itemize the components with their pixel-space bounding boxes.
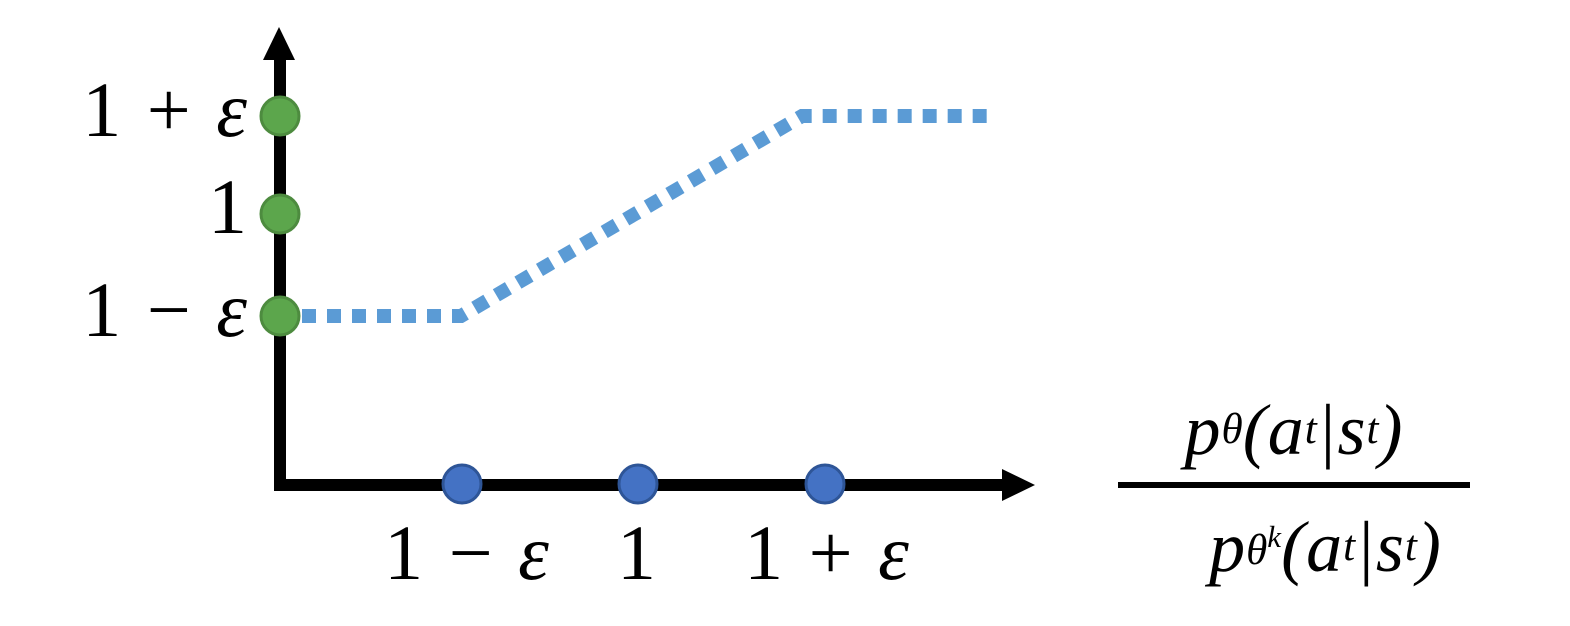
x-axis-dot: [441, 463, 483, 505]
tick-text: 1: [617, 509, 659, 596]
y-axis-dot: [259, 95, 301, 137]
x-axis-label-fraction: p θ(a t | s t) p θk(a t | s t): [1118, 378, 1533, 606]
epsilon-symbol: ε: [216, 66, 250, 153]
clipped-ratio-line: [302, 109, 987, 323]
t-subscript: t: [1366, 406, 1379, 454]
p-symbol: p: [1209, 507, 1247, 587]
x-axis-dot: [804, 463, 846, 505]
t-subscript: t: [1304, 406, 1317, 454]
tick-text: 1 −: [82, 266, 217, 353]
y-axis-dot: [259, 193, 301, 235]
y-tick-label-1: 1: [0, 168, 250, 246]
a-symbol: a: [1306, 507, 1344, 587]
tick-text: 1 +: [82, 66, 217, 153]
close-paren: ): [1416, 507, 1442, 587]
tick-text: 1 +: [744, 509, 879, 596]
open-paren: (: [1281, 507, 1307, 587]
close-paren: ): [1378, 390, 1404, 470]
a-symbol: a: [1267, 390, 1305, 470]
fraction-bar: [1118, 482, 1470, 488]
fraction-denominator: p θk(a t | s t): [1118, 488, 1533, 606]
t-subscript: t: [1343, 523, 1356, 571]
epsilon-symbol: ε: [216, 266, 250, 353]
conditional-bar: |: [1355, 507, 1376, 587]
y-tick-label-1-minus-eps: 1 − ε: [0, 271, 250, 349]
conditional-bar: |: [1316, 390, 1338, 470]
y-axis-arrow-icon: [263, 27, 295, 60]
theta-k-subscript: θk: [1246, 521, 1281, 572]
epsilon-symbol: ε: [878, 509, 912, 596]
x-tick-label-1-minus-eps: 1 − ε: [384, 514, 552, 592]
s-symbol: s: [1375, 507, 1405, 587]
fraction-numerator: p θ(a t | s t): [1118, 378, 1470, 482]
s-symbol: s: [1337, 390, 1367, 470]
t-subscript: t: [1404, 523, 1417, 571]
k-superscript: k: [1267, 519, 1282, 555]
theta-symbol: θ: [1246, 527, 1268, 575]
x-axis-dots-group: [441, 463, 846, 505]
x-tick-label-1: 1: [617, 514, 659, 592]
epsilon-symbol: ε: [518, 509, 552, 596]
tick-text: 1: [208, 163, 250, 250]
x-axis-arrow-icon: [1002, 469, 1035, 501]
y-tick-label-1-plus-eps: 1 + ε: [0, 71, 250, 149]
open-paren: (: [1242, 390, 1268, 470]
y-axis-dot: [259, 295, 301, 337]
x-axis-dot: [617, 463, 659, 505]
p-symbol: p: [1184, 390, 1222, 470]
x-tick-label-1-plus-eps: 1 + ε: [744, 514, 912, 592]
theta-subscript: θ: [1221, 406, 1243, 454]
y-axis-dots-group: [259, 95, 301, 337]
tick-text: 1 −: [384, 509, 519, 596]
